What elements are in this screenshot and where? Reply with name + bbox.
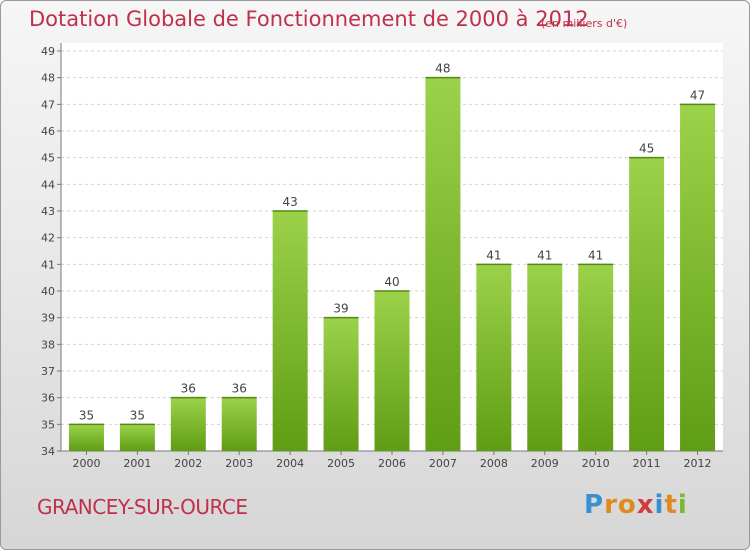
bar — [221, 397, 257, 451]
y-tick-label: 38 — [41, 338, 55, 351]
x-tick-label: 2008 — [480, 457, 508, 470]
bar-value-label: 40 — [384, 275, 399, 289]
logo-letter: i — [654, 490, 665, 520]
chart-unit: (en milliers d'€) — [541, 17, 628, 30]
x-tick-label: 2006 — [378, 457, 406, 470]
bar — [527, 264, 563, 451]
bar — [170, 397, 206, 451]
x-tick-label: 2010 — [582, 457, 610, 470]
logo-letter: t — [664, 490, 678, 520]
logo-letter: i — [677, 490, 688, 520]
x-tick-label: 2001 — [123, 457, 151, 470]
y-tick-label: 43 — [41, 205, 55, 218]
y-tick-label: 46 — [41, 125, 55, 138]
logo-letter: r — [604, 490, 618, 520]
y-tick-label: 42 — [41, 232, 55, 245]
bar-value-label: 47 — [690, 88, 705, 102]
bar — [272, 211, 308, 451]
bar-value-label: 35 — [79, 408, 94, 422]
y-tick-label: 37 — [41, 365, 55, 378]
y-tick-label: 39 — [41, 312, 55, 325]
commune-name: GRANCEY-SUR-OURCE — [37, 495, 248, 519]
y-tick-label: 44 — [41, 178, 55, 191]
bar-value-label: 35 — [130, 408, 145, 422]
x-tick-label: 2007 — [429, 457, 457, 470]
bar — [425, 77, 461, 452]
y-tick-label: 49 — [41, 45, 55, 58]
y-tick-label: 35 — [41, 418, 55, 431]
proxiti-logo: Proxiti — [584, 490, 688, 520]
bar-value-label: 39 — [333, 302, 348, 316]
x-tick-label: 2012 — [684, 457, 712, 470]
y-tick-label: 34 — [41, 445, 55, 458]
bar-value-label: 36 — [232, 382, 247, 396]
bar-value-label: 41 — [588, 248, 603, 262]
bar — [476, 264, 512, 451]
x-tick-label: 2003 — [225, 457, 253, 470]
logo-letter: o — [617, 490, 637, 520]
bar-value-label: 45 — [639, 142, 654, 156]
logo-letter: x — [636, 490, 655, 520]
x-tick-label: 2011 — [633, 457, 661, 470]
bar — [374, 291, 410, 451]
bar — [578, 264, 614, 451]
x-tick-label: 2009 — [531, 457, 559, 470]
chart-title: Dotation Globale de Fonctionnement de 20… — [29, 7, 589, 31]
bar-value-label: 48 — [435, 62, 450, 76]
bar-value-label: 41 — [486, 248, 501, 262]
bar — [323, 317, 359, 451]
bar — [119, 424, 155, 451]
y-tick-label: 41 — [41, 258, 55, 271]
y-tick-label: 47 — [41, 98, 55, 111]
y-tick-label: 48 — [41, 72, 55, 85]
y-tick-label: 45 — [41, 152, 55, 165]
x-tick-label: 2002 — [174, 457, 202, 470]
x-tick-label: 2000 — [72, 457, 100, 470]
bar — [629, 157, 665, 451]
bar-value-label: 36 — [181, 382, 196, 396]
x-tick-label: 2004 — [276, 457, 304, 470]
y-tick-label: 36 — [41, 392, 55, 405]
x-tick-label: 2005 — [327, 457, 355, 470]
logo-letter: P — [584, 490, 605, 520]
y-tick-label: 40 — [41, 285, 55, 298]
bar-value-label: 43 — [283, 195, 298, 209]
bar — [68, 424, 104, 451]
bar-value-label: 41 — [537, 248, 552, 262]
bar — [680, 104, 716, 451]
